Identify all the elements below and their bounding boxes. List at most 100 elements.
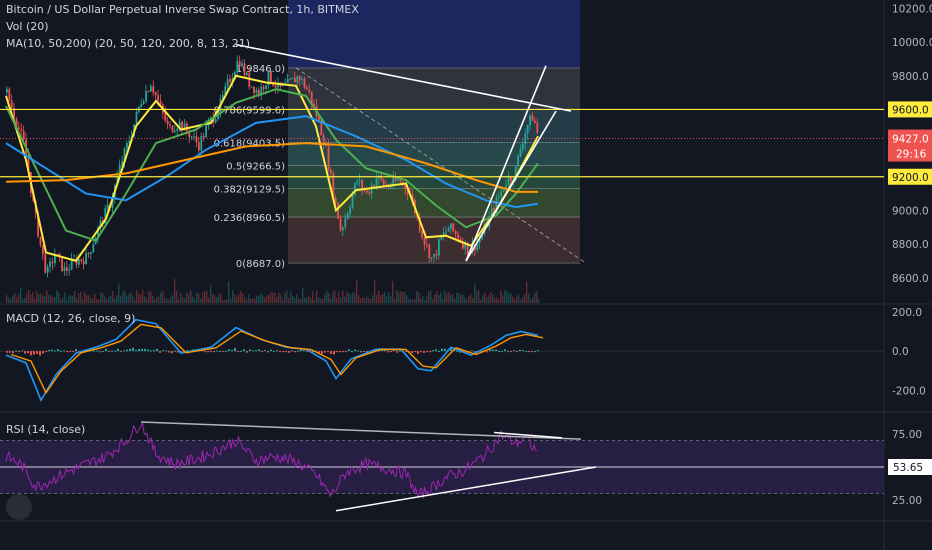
volume-bar <box>272 292 274 303</box>
volume-bar <box>74 291 76 303</box>
volume-bar <box>324 294 326 303</box>
candle-body <box>226 79 229 87</box>
macd-histogram-bar <box>60 350 62 352</box>
rsi-indicator-label[interactable]: RSI (14, close) <box>6 423 86 436</box>
volume-bar <box>422 296 424 303</box>
macd-histogram-bar <box>63 350 65 352</box>
macd-histogram-bar <box>156 348 158 352</box>
volume-bar <box>440 292 442 303</box>
volume-bar <box>106 299 108 303</box>
macd-histogram-bar <box>285 351 287 353</box>
volume-bar <box>446 293 448 303</box>
macd-histogram-bar <box>456 350 458 352</box>
volume-bar <box>288 297 290 303</box>
volume-bar <box>200 298 202 303</box>
candle-body <box>87 252 90 254</box>
macd-histogram-bar <box>465 351 467 354</box>
macd-histogram-bar <box>444 348 446 352</box>
volume-bar <box>386 296 388 303</box>
macd-histogram-bar <box>432 350 434 352</box>
candle-body <box>20 129 23 131</box>
volume-bar <box>286 290 288 303</box>
trendline <box>295 67 587 264</box>
volume-bar <box>66 299 68 303</box>
candle-body <box>505 185 507 190</box>
macd-indicator-label[interactable]: MACD (12, 26, close, 9) <box>6 312 136 325</box>
rsi-axis-tick: 25.00 <box>892 495 922 507</box>
volume-bar <box>276 297 278 303</box>
macd-histogram-bar <box>312 351 314 353</box>
candle-body <box>471 243 474 253</box>
volume-bar <box>474 283 476 303</box>
volume-bar <box>182 297 184 303</box>
volume-bar <box>284 292 286 303</box>
candle-body <box>433 253 435 258</box>
candle-body <box>356 181 359 184</box>
volume-bar <box>112 290 114 303</box>
macd-histogram-bar <box>333 351 335 355</box>
volume-bar <box>538 298 540 303</box>
volume-bar <box>408 299 410 303</box>
volume-bar <box>248 294 250 303</box>
level-price-tag-text: 9600.0 <box>892 104 929 116</box>
candle-body <box>368 192 371 194</box>
candle-body <box>349 207 351 214</box>
ma-indicator-label[interactable]: MA(10, 50,200) (20, 50, 120, 200, 8, 13,… <box>6 37 251 50</box>
macd-histogram-bar <box>225 350 227 352</box>
volume-bar <box>390 296 392 303</box>
macd-histogram-bar <box>99 351 101 353</box>
macd-histogram-bar <box>120 351 122 353</box>
candle-body <box>493 208 495 212</box>
candle-body <box>82 260 85 265</box>
macd-axis-tick: 200.0 <box>892 307 922 319</box>
volume-bar <box>224 299 226 303</box>
macd-histogram-bar <box>438 350 440 352</box>
candle-body <box>404 183 407 190</box>
volume-indicator-label[interactable]: Vol (20) <box>6 20 49 33</box>
tradingview-logo-icon[interactable] <box>6 494 32 520</box>
volume-bar <box>46 290 48 303</box>
macd-histogram-bar <box>246 351 248 353</box>
macd-histogram-bar <box>384 349 386 352</box>
candle-body <box>462 241 464 249</box>
macd-histogram-bar <box>48 349 50 352</box>
volume-bar <box>232 290 234 303</box>
candle-body <box>320 120 323 136</box>
volume-bar <box>338 292 340 303</box>
volume-bar <box>482 295 484 303</box>
price-axis-tick: 9800.0 <box>892 71 929 83</box>
candle-body <box>214 119 217 123</box>
macd-histogram-bar <box>27 351 29 354</box>
candle-body <box>392 177 395 186</box>
volume-bar <box>520 299 522 303</box>
macd-histogram-bar <box>162 350 164 352</box>
volume-bar <box>478 290 480 303</box>
macd-histogram-bar <box>135 349 137 352</box>
volume-bar <box>404 291 406 303</box>
macd-histogram-bar <box>501 351 503 353</box>
volume-bar <box>278 292 280 303</box>
volume-bar <box>428 291 430 303</box>
volume-bar <box>228 281 230 303</box>
candle-body <box>529 115 531 126</box>
candle-body <box>390 185 392 188</box>
volume-bar <box>304 297 306 303</box>
volume-bar <box>406 295 408 303</box>
macd-histogram-bar <box>321 351 323 354</box>
candle-body <box>514 166 517 181</box>
volume-bar <box>38 293 40 303</box>
volume-bar <box>430 290 432 303</box>
candle-body <box>174 130 176 133</box>
candle-body <box>394 177 397 181</box>
candle-body <box>193 135 195 137</box>
macd-histogram-bar <box>513 350 515 352</box>
candle-body <box>397 179 399 181</box>
candle-body <box>169 124 171 126</box>
volume-bar <box>316 290 318 303</box>
macd-histogram-bar <box>261 351 263 353</box>
macd-axis-tick: 0.0 <box>892 346 909 358</box>
macd-axis-tick: -200.0 <box>892 385 926 397</box>
candle-body <box>78 259 80 265</box>
candle-body <box>373 185 375 187</box>
